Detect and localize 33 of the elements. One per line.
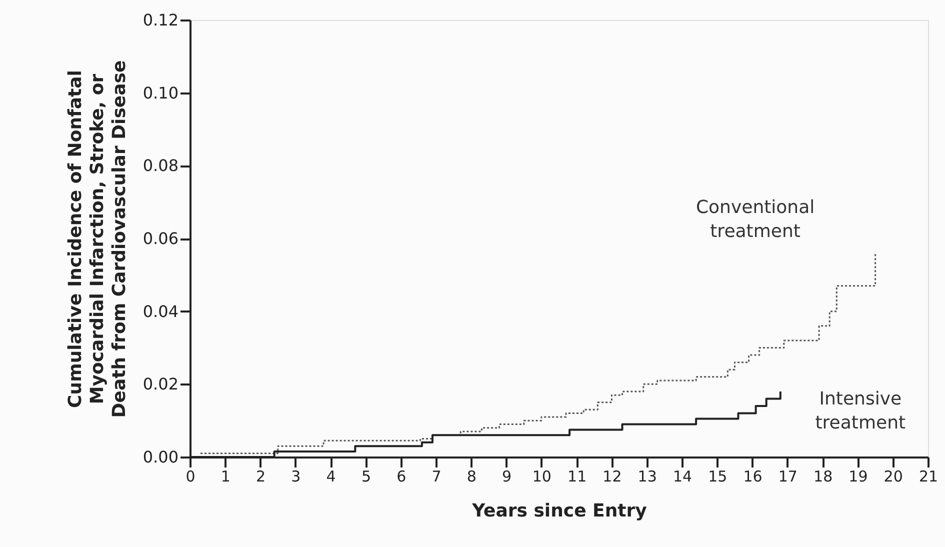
x-tick-label: 4 [326, 468, 336, 486]
x-tick-label: 18 [814, 468, 833, 486]
x-tick-label: 8 [466, 468, 476, 486]
x-tick-label: 11 [568, 468, 587, 486]
x-tick-label: 9 [502, 468, 512, 486]
x-tick-label: 12 [602, 468, 622, 486]
y-tick-label: 0.04 [142, 302, 178, 321]
text: Conventional treatment [696, 197, 815, 242]
x-tick-label: 14 [672, 468, 692, 486]
y-tick-label: 0.02 [142, 374, 178, 394]
series-label: Intensive treatment [815, 388, 906, 434]
x-tick-label: 0 [186, 468, 196, 486]
x-tick-label: 6 [396, 468, 406, 486]
x-tick-label: 3 [291, 468, 301, 486]
x-tick-label: 7 [432, 468, 442, 486]
x-axis-title: Years since Entry [471, 500, 648, 522]
y-tick-label: 0.00 [142, 448, 178, 466]
x-tick-label: 21 [918, 468, 938, 486]
y-tick-label: 0.12 [142, 10, 178, 30]
x-tick-label: 10 [532, 468, 552, 486]
y-tick-label: 0.06 [142, 229, 178, 248]
x-tick-label: 20 [884, 468, 903, 486]
y-tick-label: 0.10 [142, 83, 178, 102]
x-tick-label: 13 [638, 468, 657, 486]
x-tick-label: 2 [256, 468, 266, 486]
x-tick-label: 15 [708, 468, 728, 486]
x-tick-label: 1 [220, 468, 230, 486]
x-tick-label: 5 [361, 468, 371, 486]
y-tick-label: 0.08 [142, 156, 178, 176]
x-tick-label: 19 [848, 468, 868, 486]
x-tick-label: 16 [743, 468, 762, 486]
y-axis-title: Cumulative Incidence of Nonfatal Myocardial Infarction, Stroke, or Death from Cardiovascular Disease [64, 60, 130, 418]
x-tick-label: 17 [778, 468, 798, 486]
